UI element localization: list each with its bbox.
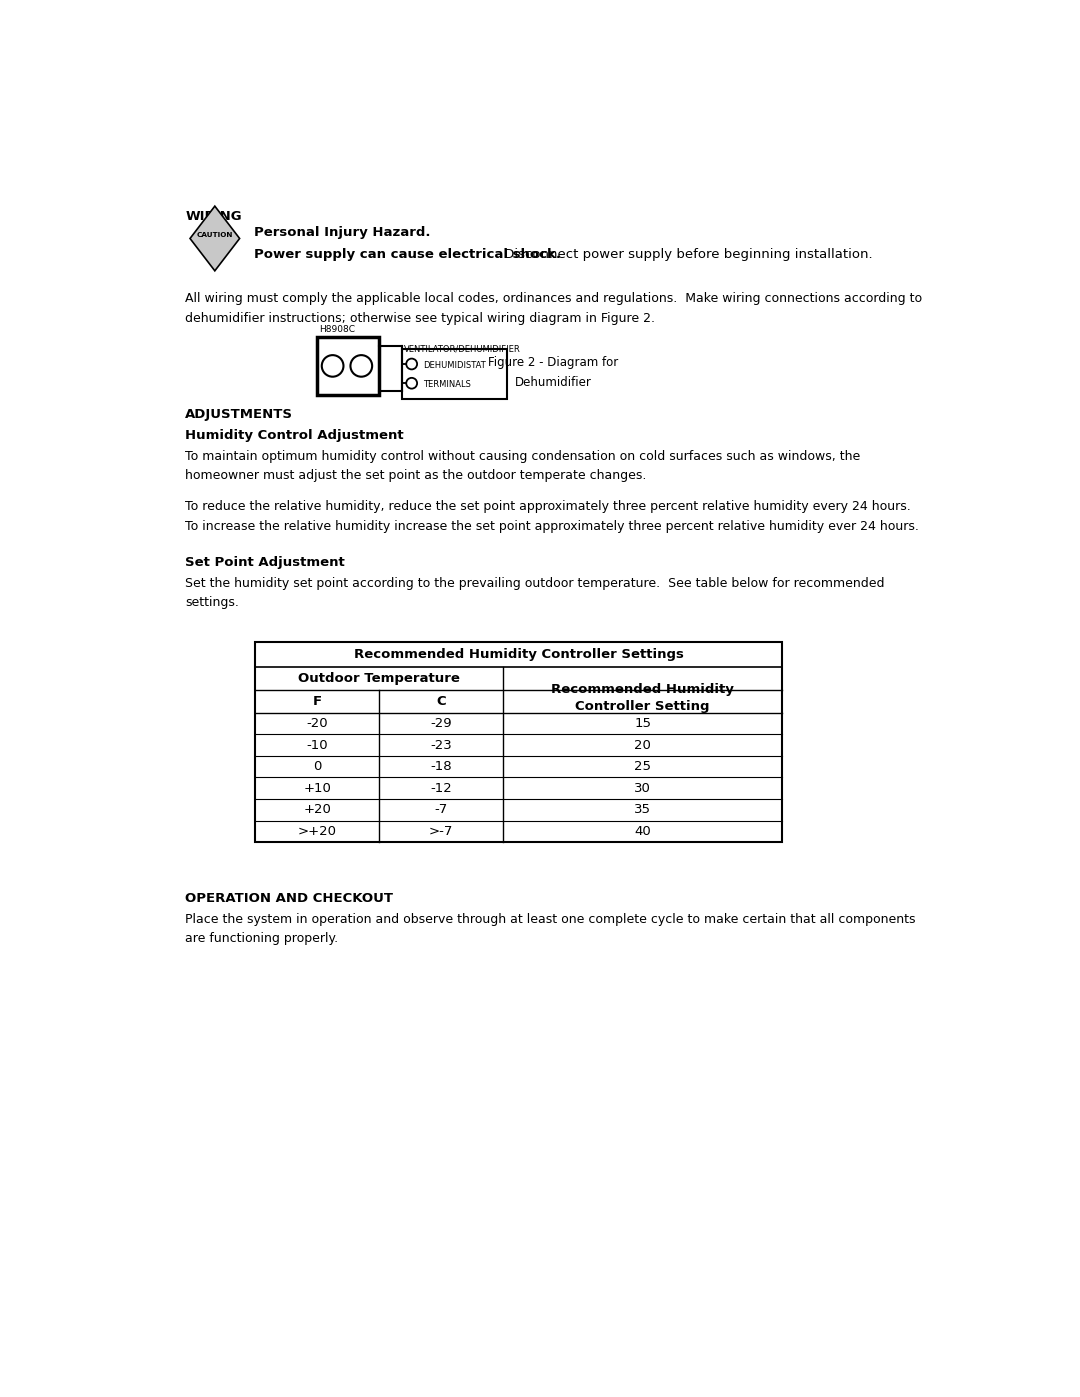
Text: dehumidifier instructions; otherwise see typical wiring diagram in Figure 2.: dehumidifier instructions; otherwise see… xyxy=(186,312,656,324)
Text: ADJUSTMENTS: ADJUSTMENTS xyxy=(186,408,294,420)
Text: 0: 0 xyxy=(313,760,322,773)
Circle shape xyxy=(406,377,417,388)
Text: Controller Setting: Controller Setting xyxy=(576,700,710,712)
Circle shape xyxy=(406,359,417,369)
Text: 15: 15 xyxy=(634,717,651,731)
Text: -23: -23 xyxy=(430,739,453,752)
Bar xyxy=(403,349,507,398)
Text: Place the system in operation and observe through at least one complete cycle to: Place the system in operation and observ… xyxy=(186,914,916,926)
Text: CAUTION: CAUTION xyxy=(197,232,233,239)
Text: are functioning properly.: are functioning properly. xyxy=(186,932,338,946)
Text: Disconnect power supply before beginning installation.: Disconnect power supply before beginning… xyxy=(500,247,873,261)
Polygon shape xyxy=(190,207,240,271)
Text: -18: -18 xyxy=(430,760,451,773)
Text: Recommended Humidity Controller Settings: Recommended Humidity Controller Settings xyxy=(353,648,684,661)
Text: Set Point Adjustment: Set Point Adjustment xyxy=(186,556,346,569)
Text: settings.: settings. xyxy=(186,595,240,609)
Text: -29: -29 xyxy=(430,717,451,731)
Circle shape xyxy=(322,355,343,377)
Bar xyxy=(255,643,782,842)
Text: Recommended Humidity: Recommended Humidity xyxy=(551,683,734,696)
Text: 25: 25 xyxy=(634,760,651,773)
Text: >+20: >+20 xyxy=(298,824,337,838)
Text: C: C xyxy=(436,694,446,708)
Text: Outdoor Temperature: Outdoor Temperature xyxy=(298,672,460,685)
Text: All wiring must comply the applicable local codes, ordinances and regulations.  : All wiring must comply the applicable lo… xyxy=(186,292,922,306)
Text: DEHUMIDISTAT: DEHUMIDISTAT xyxy=(423,360,486,370)
Text: TERMINALS: TERMINALS xyxy=(423,380,471,390)
Circle shape xyxy=(350,355,373,377)
Text: -7: -7 xyxy=(434,803,448,816)
Text: To increase the relative humidity increase the set point approximately three per: To increase the relative humidity increa… xyxy=(186,520,919,532)
Text: 20: 20 xyxy=(634,739,651,752)
Text: F: F xyxy=(312,694,322,708)
Text: -20: -20 xyxy=(307,717,328,731)
Text: Power supply can cause electrical shock.: Power supply can cause electrical shock. xyxy=(254,247,561,261)
Text: >-7: >-7 xyxy=(429,824,454,838)
Bar xyxy=(318,337,379,395)
Text: To reduce the relative humidity, reduce the set point approximately three percen: To reduce the relative humidity, reduce … xyxy=(186,500,912,513)
Text: Dehumidifier: Dehumidifier xyxy=(515,376,592,388)
Text: +10: +10 xyxy=(303,782,332,795)
Text: -10: -10 xyxy=(307,739,328,752)
Text: Set the humidity set point according to the prevailing outdoor temperature.  See: Set the humidity set point according to … xyxy=(186,577,885,590)
Text: 40: 40 xyxy=(634,824,651,838)
Text: VENTILATOR/DEHUMIDIFIER: VENTILATOR/DEHUMIDIFIER xyxy=(404,345,521,353)
Text: WIRING: WIRING xyxy=(186,210,242,224)
Text: homeowner must adjust the set point as the outdoor temperate changes.: homeowner must adjust the set point as t… xyxy=(186,469,647,482)
Text: Humidity Control Adjustment: Humidity Control Adjustment xyxy=(186,429,404,441)
Text: -12: -12 xyxy=(430,782,453,795)
Text: Personal Injury Hazard.: Personal Injury Hazard. xyxy=(254,226,430,239)
Text: 35: 35 xyxy=(634,803,651,816)
Text: To maintain optimum humidity control without causing condensation on cold surfac: To maintain optimum humidity control wit… xyxy=(186,450,861,464)
Text: +20: +20 xyxy=(303,803,332,816)
Text: OPERATION AND CHECKOUT: OPERATION AND CHECKOUT xyxy=(186,893,393,905)
Text: 30: 30 xyxy=(634,782,651,795)
Text: Figure 2 - Diagram for: Figure 2 - Diagram for xyxy=(488,356,619,369)
Text: H8908C: H8908C xyxy=(319,326,354,334)
